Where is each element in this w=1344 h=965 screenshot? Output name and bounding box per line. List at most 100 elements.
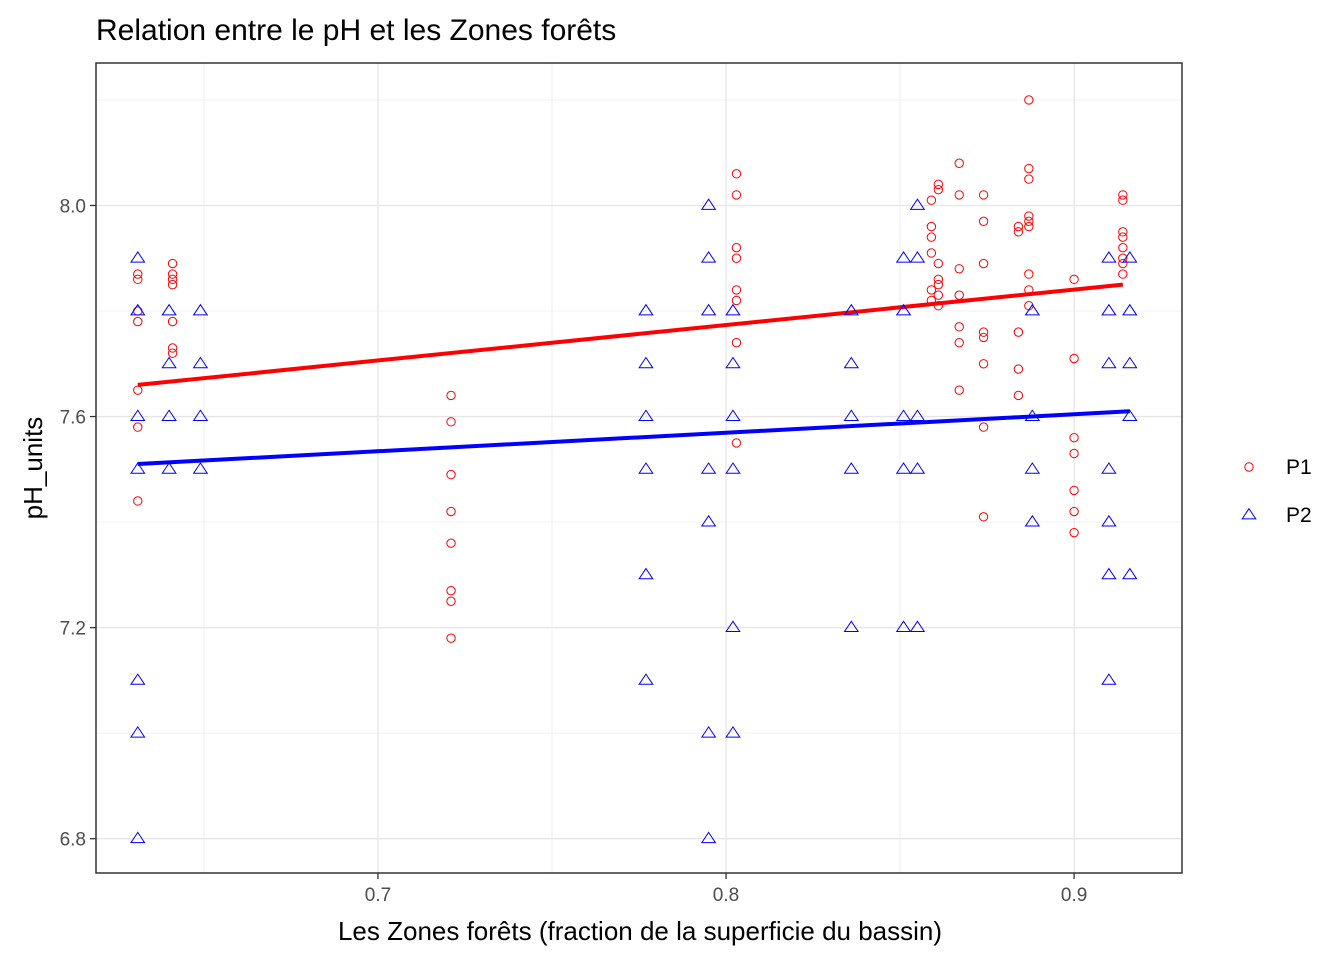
data-point-p2 — [130, 831, 146, 844]
data-point-p2 — [192, 356, 209, 369]
trend-line-p2 — [137, 409, 1130, 467]
data-point-p1 — [731, 242, 742, 253]
data-point-p2 — [843, 303, 860, 316]
data-point-p1 — [933, 301, 944, 311]
data-point-p1 — [1118, 232, 1128, 242]
data-point-p2 — [1101, 567, 1117, 580]
data-point-p1 — [731, 295, 742, 306]
data-point-p2 — [161, 356, 177, 369]
data-point-p1 — [933, 274, 944, 285]
data-point-p2 — [1024, 462, 1041, 474]
data-point-p1 — [133, 269, 143, 279]
data-point-p1 — [933, 279, 944, 290]
data-point-p1 — [731, 253, 742, 263]
data-point-p2 — [1101, 514, 1117, 527]
data-point-p2 — [161, 303, 177, 316]
data-point-p1 — [1069, 432, 1079, 443]
data-point-p2 — [1024, 303, 1041, 316]
data-point-p2 — [725, 725, 741, 738]
data-point-p1 — [933, 290, 944, 300]
data-point-p1 — [926, 221, 937, 232]
data-point-p1 — [167, 316, 178, 327]
data-point-p1 — [133, 422, 143, 432]
plot-panel-border — [95, 62, 1183, 874]
data-point-p2 — [725, 620, 741, 633]
data-point-p2 — [1122, 567, 1138, 580]
data-point-p1 — [1024, 163, 1034, 174]
x-tick-label: 0.7 — [365, 885, 391, 906]
data-point-p2 — [1101, 303, 1117, 316]
data-point-p1 — [446, 506, 456, 517]
data-point-p1 — [926, 232, 937, 242]
data-point-p2 — [192, 303, 209, 316]
data-point-p1 — [954, 264, 964, 274]
data-point-p2 — [1101, 251, 1117, 263]
data-point-p2 — [638, 409, 654, 421]
data-point-p1 — [1024, 211, 1034, 221]
data-point-p2 — [700, 303, 717, 316]
data-point-p1 — [446, 633, 456, 643]
data-point-p2 — [700, 725, 717, 738]
data-point-p2 — [1101, 673, 1117, 685]
data-point-p1 — [1024, 285, 1034, 295]
data-point-p1 — [731, 169, 742, 179]
data-point-p2 — [895, 303, 912, 316]
data-point-p1 — [731, 285, 742, 295]
data-point-p2 — [638, 673, 654, 685]
data-point-p2 — [130, 303, 146, 316]
data-point-p2 — [130, 462, 146, 474]
data-point-p1 — [1118, 242, 1128, 253]
data-points — [130, 95, 1138, 844]
data-point-p2 — [700, 198, 717, 210]
data-point-p1 — [1013, 227, 1024, 237]
data-point-p2 — [1024, 409, 1041, 421]
x-axis-label: Les Zones forêts (fraction de la superfi… — [338, 916, 942, 946]
data-point-p1 — [446, 417, 456, 427]
data-point-p2 — [843, 620, 860, 633]
data-point-p2 — [895, 409, 912, 421]
data-point-p2 — [192, 462, 209, 474]
data-point-p2 — [1101, 356, 1117, 369]
data-point-p1 — [446, 538, 456, 548]
data-point-p1 — [926, 295, 937, 306]
data-point-p1 — [1118, 258, 1128, 269]
data-point-p2 — [1122, 409, 1138, 421]
data-point-p2 — [130, 409, 146, 421]
data-point-p1 — [1024, 221, 1034, 232]
data-point-p1 — [978, 258, 989, 269]
legend-label: P2 — [1286, 504, 1312, 527]
data-point-p2 — [909, 198, 926, 210]
data-point-p1 — [1069, 527, 1079, 538]
data-point-p1 — [933, 179, 944, 190]
series-p2 — [130, 198, 1138, 844]
data-point-p1 — [167, 269, 178, 279]
data-point-p2 — [700, 251, 717, 263]
data-point-p1 — [167, 343, 178, 353]
data-point-p2 — [725, 409, 741, 421]
data-point-p2 — [725, 356, 741, 369]
legend-key-p1 — [1244, 462, 1254, 472]
data-point-p1 — [978, 190, 989, 200]
data-point-p1 — [954, 190, 964, 200]
data-point-p2 — [130, 251, 146, 263]
data-point-p1 — [1013, 364, 1024, 374]
data-point-p1 — [1013, 221, 1024, 232]
data-point-p2 — [638, 356, 654, 369]
grid — [96, 63, 1182, 873]
data-point-p1 — [133, 274, 143, 285]
data-point-p1 — [446, 596, 456, 606]
data-point-p1 — [731, 438, 742, 448]
chart-title: Relation entre le pH et les Zones forêts — [96, 14, 616, 47]
data-point-p1 — [731, 337, 742, 348]
data-point-p1 — [133, 385, 143, 395]
data-point-p1 — [978, 216, 989, 227]
axes: 0.7 0.8 0.9 6.8 7.2 7.6 8.0 — [60, 196, 1088, 906]
data-point-p1 — [731, 190, 742, 200]
data-point-p2 — [1024, 514, 1041, 527]
data-point-p1 — [167, 348, 178, 358]
data-point-p2 — [1122, 356, 1138, 369]
data-point-p1 — [926, 195, 937, 205]
data-point-p1 — [1013, 390, 1024, 401]
data-point-p1 — [446, 585, 456, 596]
